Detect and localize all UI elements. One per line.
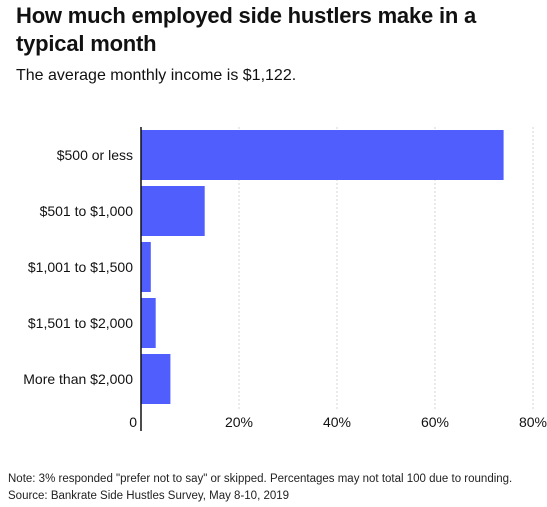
x-tick-label: 80% bbox=[519, 414, 547, 430]
chart-subtitle: The average monthly income is $1,122. bbox=[16, 67, 297, 84]
chart-title: How much employed side hustlers make in … bbox=[16, 3, 477, 56]
x-tick-label: 20% bbox=[225, 414, 253, 430]
category-labels: $500 or less $501 to $1,000 $1,001 to $1,5… bbox=[23, 147, 133, 387]
bar bbox=[141, 130, 504, 180]
category-label: More than $2,000 bbox=[23, 371, 133, 387]
x-tick-label: 60% bbox=[421, 414, 449, 430]
chart-source: Source: Bankrate Side Hustles Survey, Ma… bbox=[8, 490, 290, 502]
bar bbox=[141, 186, 205, 236]
bar bbox=[141, 242, 151, 292]
x-tick-labels: 0 20% 40% 60% 80% bbox=[129, 414, 547, 430]
chart-note: Note: 3% responded "prefer not to say" o… bbox=[8, 473, 513, 485]
x-tick-label: 0 bbox=[129, 414, 137, 430]
x-tick-label: 40% bbox=[323, 414, 351, 430]
category-label: $1,501 to $2,000 bbox=[28, 315, 133, 331]
category-label: $1,001 to $1,500 bbox=[28, 259, 133, 275]
bars bbox=[141, 130, 504, 404]
category-label: $501 to $1,000 bbox=[40, 203, 134, 219]
bar bbox=[141, 298, 156, 348]
gridlines bbox=[238, 127, 534, 409]
category-label: $500 or less bbox=[57, 147, 133, 163]
bar bbox=[141, 354, 171, 404]
